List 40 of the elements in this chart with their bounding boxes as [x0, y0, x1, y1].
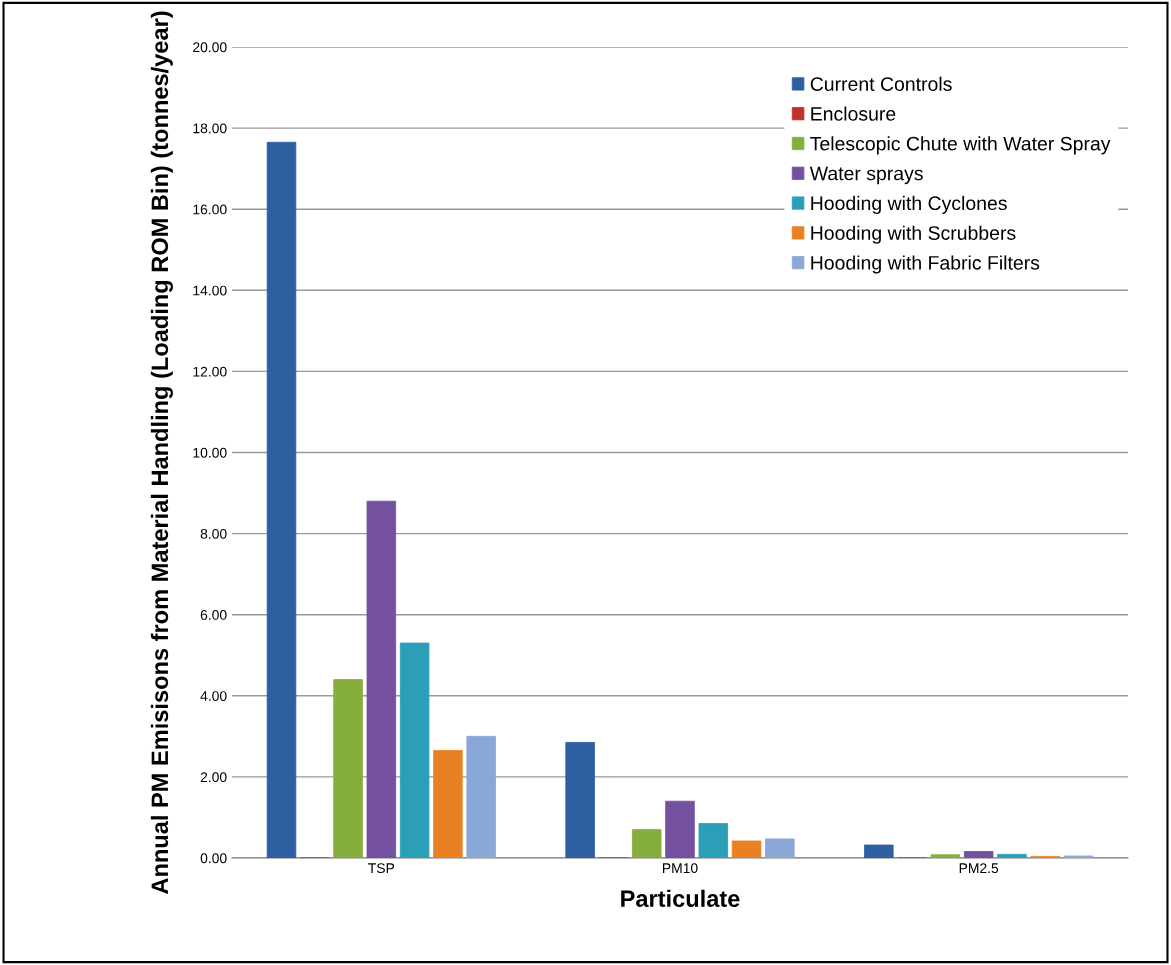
legend-label: Enclosure	[811, 106, 896, 121]
y-tick-label: 2.00	[200, 772, 227, 783]
x-tick-label: PM10	[663, 863, 698, 874]
legend-label: Hooding with Cyclones	[811, 195, 1007, 214]
y-tick-label: 6.00	[200, 610, 227, 620]
y-tick-label: 18.00	[193, 123, 227, 134]
bar	[963, 851, 994, 858]
bar	[433, 750, 463, 858]
bar	[333, 679, 363, 858]
y-tick-label: 14.00	[193, 285, 227, 296]
y-tick-label: 10.00	[193, 447, 227, 458]
bar	[864, 844, 894, 858]
x-axis-title: Particulate	[621, 889, 740, 908]
legend-label: Hooding with Scrubbers	[811, 225, 1016, 244]
bar	[366, 500, 397, 858]
y-tick-label: 4.00	[200, 691, 227, 701]
y-tick-label: 20.00	[193, 42, 227, 53]
x-tick-label: PM2.5	[959, 863, 999, 874]
legend-label: Current Controls	[810, 76, 952, 91]
bar	[997, 853, 1027, 858]
y-tick-label: 16.00	[193, 204, 227, 215]
bar	[1063, 855, 1094, 858]
bar	[731, 840, 762, 858]
bar	[765, 838, 795, 858]
bar	[565, 742, 595, 858]
y-tick-label: 12.00	[193, 366, 227, 377]
bar	[399, 642, 430, 858]
bar	[930, 854, 961, 858]
y-tick-label: 0.00	[200, 853, 227, 864]
bar	[631, 829, 662, 858]
legend-label: Telescopic Chute with Water Spray	[810, 136, 1111, 155]
bar	[266, 141, 297, 858]
legend-label: Water sprays	[809, 166, 923, 185]
y-axis-title: Annual PM Emisisons from Material Handling (Loading ROM Bin) (tonnes/year)	[150, 11, 173, 894]
bar	[665, 800, 695, 858]
y-tick-label: 8.00	[200, 528, 227, 539]
legend-label: Hooding with Fabric Filters	[811, 255, 1040, 274]
bar	[466, 735, 496, 858]
x-tick-label: TSP	[368, 863, 395, 874]
bar	[698, 823, 729, 858]
